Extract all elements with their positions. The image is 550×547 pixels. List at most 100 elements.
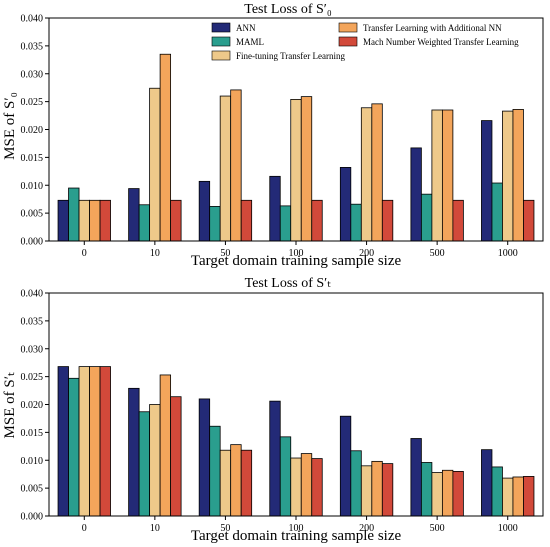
bar-transfer-learning-with-additional-nn-0 [89,366,101,517]
y-tick-label: 0.010 [21,456,44,467]
bar-mach-number-weighted-transfer-learning-200 [381,463,394,517]
legend: ANN MAML Fine-tuning Transfer Learning T… [211,22,519,61]
chart-title: Test Loss of S′ₜ [245,276,332,291]
bar-ann-50 [198,180,211,242]
bar-mach-number-weighted-transfer-learning-500 [452,470,464,517]
bar-maml-10 [138,411,151,517]
bar-fine-tuning-transfer-learning-50 [219,449,232,517]
y-tick-label: 0.010 [21,181,44,192]
x-tick-label: 10 [150,523,160,534]
bar-fine-tuning-transfer-learning-200 [360,465,373,517]
bar-maml-100 [279,436,292,517]
bar-mach-number-weighted-transfer-learning-500 [452,199,464,242]
y-tick-label: 0.025 [21,372,44,383]
bar-transfer-learning-with-additional-nn-1000 [512,109,524,242]
bar-fine-tuning-transfer-learning-0 [78,199,90,242]
bar-maml-1000 [491,182,503,242]
bar-maml-100 [279,205,292,242]
x-tick-label: 0 [82,248,87,259]
bar-maml-10 [138,204,151,242]
bar-transfer-learning-with-additional-nn-10 [159,53,172,242]
bar-mach-number-weighted-transfer-learning-50 [240,199,253,242]
y-tick-label: 0.035 [21,41,44,52]
bar-mach-number-weighted-transfer-learning-10 [170,199,182,242]
bar-ann-200 [339,415,352,517]
y-tick-label: 0.035 [21,316,44,327]
y-tick-label: 0.040 [21,289,44,300]
y-tick-label: 0.005 [21,209,44,220]
bar-mach-number-weighted-transfer-learning-0 [99,366,111,517]
bar-fine-tuning-transfer-learning-10 [149,404,161,517]
bar-fine-tuning-transfer-learning-500 [431,472,443,517]
bar-maml-50 [209,425,221,517]
bars [57,53,535,242]
chart-title: Test Loss of S′₀ [244,2,332,17]
legend-swatch-fine-tuning [211,50,231,61]
bar-ann-1000 [481,449,493,517]
bar-transfer-learning-with-additional-nn-10 [159,374,172,517]
chart-bottom: Test Loss of S′ₜ MSE of S′ₜ Target domai… [2,276,544,544]
bar-mach-number-weighted-transfer-learning-200 [381,199,394,242]
bar-ann-500 [410,147,422,242]
x-axis-label: Target domain training sample size [191,528,402,544]
y-tick-label: 0.000 [21,237,44,248]
x-tick-label: 1000 [498,248,518,259]
legend-label-maml: MAML [236,37,264,47]
bar-transfer-learning-with-additional-nn-50 [230,89,242,242]
bar-fine-tuning-transfer-learning-50 [219,95,232,242]
bar-maml-0 [68,377,80,517]
bar-transfer-learning-with-additional-nn-100 [300,453,313,517]
bar-ann-200 [339,167,352,242]
chart-top: Test Loss of S′₀ MSE of S′₀ Target domai… [2,2,544,269]
y-axis-label: MSE of S′ₜ [2,372,18,439]
bar-mach-number-weighted-transfer-learning-1000 [523,476,535,517]
x-tick-label: 0 [82,523,87,534]
legend-swatch-mach-weighted [338,36,358,47]
y-tick-label: 0.015 [21,428,44,439]
bar-maml-500 [420,193,433,242]
bar-ann-100 [269,175,281,242]
y-axis-label: MSE of S′₀ [2,92,18,160]
y-tick-label: 0.030 [21,344,44,355]
bar-mach-number-weighted-transfer-learning-10 [170,396,182,517]
legend-label-mach-weighted: Mach Number Weighted Transfer Learning [363,37,519,47]
bar-ann-0 [57,199,69,242]
bar-maml-0 [68,187,80,242]
y-tick-label: 0.020 [21,125,44,136]
bar-mach-number-weighted-transfer-learning-0 [99,199,111,242]
legend-label-fine-tuning: Fine-tuning Transfer Learning [236,51,345,61]
bar-ann-1000 [481,120,493,242]
x-tick-label: 50 [220,248,230,259]
bar-ann-10 [128,387,140,517]
bar-maml-200 [350,203,362,242]
legend-label-ann: ANN [236,23,256,33]
x-tick-label: 10 [150,248,160,259]
x-tick-label: 50 [220,523,230,534]
bar-maml-500 [420,462,433,517]
bar-mach-number-weighted-transfer-learning-100 [311,199,323,242]
bar-fine-tuning-transfer-learning-10 [149,87,161,242]
x-axis-label: Target domain training sample size [191,253,402,269]
x-tick-label: 100 [289,248,304,259]
bar-fine-tuning-transfer-learning-500 [431,109,443,242]
bar-transfer-learning-with-additional-nn-1000 [512,476,524,517]
bar-fine-tuning-transfer-learning-100 [290,99,302,242]
legend-swatch-ann [211,22,231,33]
x-tick-label: 200 [359,248,374,259]
bar-transfer-learning-with-additional-nn-500 [441,469,454,517]
bar-ann-10 [128,188,140,242]
x-tick-label: 100 [289,523,304,534]
bar-maml-200 [350,450,362,517]
bar-fine-tuning-transfer-learning-0 [78,366,90,517]
y-tick-label: 0.030 [21,69,44,80]
bar-maml-1000 [491,466,503,517]
x-tick-label: 1000 [498,523,518,534]
x-tick-label: 500 [430,248,445,259]
legend-swatch-additional-nn [338,22,358,33]
bar-mach-number-weighted-transfer-learning-100 [311,458,323,517]
y-tick-label: 0.020 [21,400,44,411]
bar-fine-tuning-transfer-learning-200 [360,107,373,242]
bar-transfer-learning-with-additional-nn-100 [300,96,313,242]
bar-transfer-learning-with-additional-nn-500 [441,109,454,242]
bar-ann-50 [198,398,211,517]
